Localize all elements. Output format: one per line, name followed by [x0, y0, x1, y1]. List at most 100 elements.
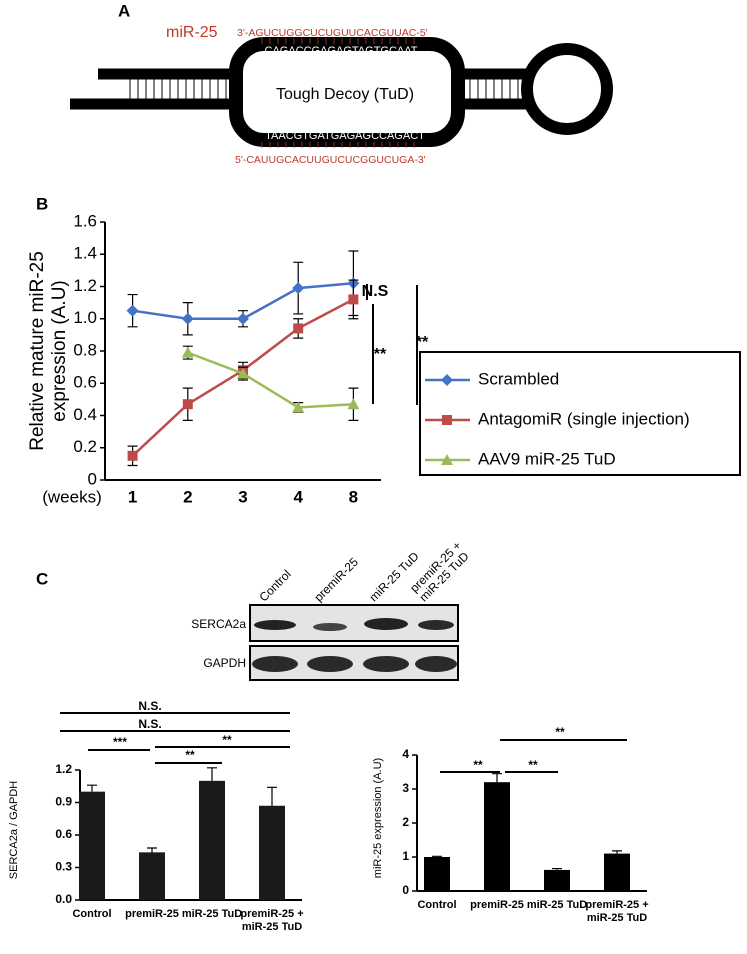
blot-lane-label: premiR-25	[311, 555, 361, 605]
x-axis-label: (weeks)	[42, 487, 102, 506]
mirna-sequence: 3'-AGUCUGGCUCUGUUCACGUUAC-5'	[237, 27, 428, 39]
x-tick-label: premiR-25	[125, 908, 179, 920]
marker	[293, 323, 304, 334]
x-tick-label: 3	[238, 487, 247, 506]
marker	[181, 312, 194, 325]
annotation: N.S.	[138, 699, 161, 713]
marker	[181, 346, 194, 358]
x-tick-label: miR-25 TuD	[181, 908, 243, 920]
error-bar	[207, 767, 217, 781]
y-tick-label: 0.9	[55, 795, 72, 809]
panel-label: A	[118, 1, 130, 20]
bar	[424, 857, 450, 891]
marker	[182, 399, 193, 410]
marker	[441, 454, 453, 465]
error-bar	[552, 867, 562, 870]
western-blot	[249, 604, 459, 681]
y-tick-label: 4	[402, 747, 409, 761]
significance-bars	[366, 284, 418, 405]
marker	[442, 415, 452, 425]
annotation: **	[222, 733, 232, 747]
bar	[199, 780, 225, 900]
bar	[139, 852, 165, 900]
legend-label: Scrambled	[478, 369, 559, 388]
y-tick-label: 0.8	[73, 340, 97, 359]
hairpin	[70, 37, 613, 148]
y-axis-label: miR-25 expression (A.U)	[372, 758, 384, 878]
annotation: N.S	[362, 283, 389, 300]
annotation: **	[416, 334, 429, 351]
y-tick-label: 1.2	[55, 762, 72, 776]
y-axis-label: expression (A.U)	[49, 280, 70, 422]
bar	[259, 805, 285, 900]
panel-label: B	[36, 194, 48, 213]
error-bar	[612, 850, 622, 854]
annotation: **	[473, 758, 483, 772]
error-bar	[87, 784, 97, 792]
panel-label: C	[36, 569, 48, 588]
y-tick-label: 0.6	[73, 373, 97, 392]
marker	[126, 304, 139, 317]
y-tick-label: 0.2	[73, 437, 97, 456]
marker	[441, 374, 453, 386]
y-tick-label: 0.6	[55, 827, 72, 841]
error-bar	[432, 855, 442, 857]
x-tick-label: premiR-25 + miR-25 TuD	[240, 908, 304, 933]
y-tick-label: 3	[402, 781, 409, 795]
x-tick-label: 2	[183, 487, 192, 506]
legend-label: AAV9 miR-25 TuD	[478, 449, 616, 468]
y-tick-label: 0	[88, 469, 97, 488]
legend-label: AntagomiR (single injection)	[478, 409, 690, 428]
annotation: **	[528, 758, 538, 772]
error-bar	[147, 847, 157, 853]
marker	[347, 398, 360, 410]
y-tick-label: 0.4	[73, 405, 97, 424]
y-tick-label: 1	[402, 849, 409, 863]
blot-row-label: GAPDH	[203, 656, 246, 670]
x-tick-label: 4	[293, 487, 303, 506]
bar	[544, 869, 570, 891]
annotation: **	[374, 346, 387, 363]
marker	[127, 450, 138, 461]
marker	[292, 282, 305, 295]
y-tick-label: 2	[402, 815, 409, 829]
bar	[79, 791, 105, 900]
y-tick-label: 1.6	[73, 211, 97, 230]
x-tick-label: 1	[128, 487, 137, 506]
x-tick-label: 8	[349, 487, 358, 506]
annotation: **	[555, 725, 565, 739]
y-axis-label: SERCA2a / GAPDH	[8, 781, 20, 879]
error-bar	[267, 786, 277, 806]
blot-lane-label: miR-25 TuD	[366, 549, 421, 604]
x-tick-label: Control	[417, 899, 457, 911]
x-tick-label: Control	[72, 908, 112, 920]
bar	[484, 782, 510, 891]
significance-bars	[60, 712, 627, 773]
bar	[604, 853, 630, 891]
marker	[237, 312, 249, 325]
blot-lane-text: miR-25 TuD	[366, 549, 421, 604]
y-tick-label: 0	[402, 883, 409, 897]
annotation: **	[185, 748, 195, 762]
marker	[237, 367, 249, 379]
blot-row-label: SERCA2a	[191, 617, 246, 631]
error-bar	[492, 773, 502, 783]
y-tick-label: 0.3	[55, 860, 72, 874]
y-axis-label: Relative mature miR-25	[27, 251, 48, 451]
annotation: ***	[113, 735, 127, 749]
legend-box	[419, 351, 741, 476]
strand-sequence: TAACGTGATGAGAGCCAGACT	[265, 130, 425, 142]
y-tick-label: 1.2	[73, 276, 97, 295]
blot-lane-text: premiR-25	[311, 555, 361, 605]
y-tick-label: 1.4	[73, 244, 97, 263]
decoy-label: Tough Decoy (TuD)	[276, 86, 414, 103]
mirna-sequence: 5'-CAUUGCACUUGUCUCGGUCUGA-3'	[235, 154, 426, 166]
marker	[292, 401, 305, 413]
series-line	[187, 351, 354, 409]
x-tick-label: premiR-25 + miR-25 TuD	[585, 899, 649, 924]
blot-lane-label: premiR-25 +miR-25 TuD	[407, 538, 472, 604]
strand-sequence: CAGACCGAGAGTAGTGCAAT	[265, 45, 418, 57]
mirna-label: miR-25	[166, 24, 218, 41]
blot-lane-label: Control	[256, 567, 293, 604]
